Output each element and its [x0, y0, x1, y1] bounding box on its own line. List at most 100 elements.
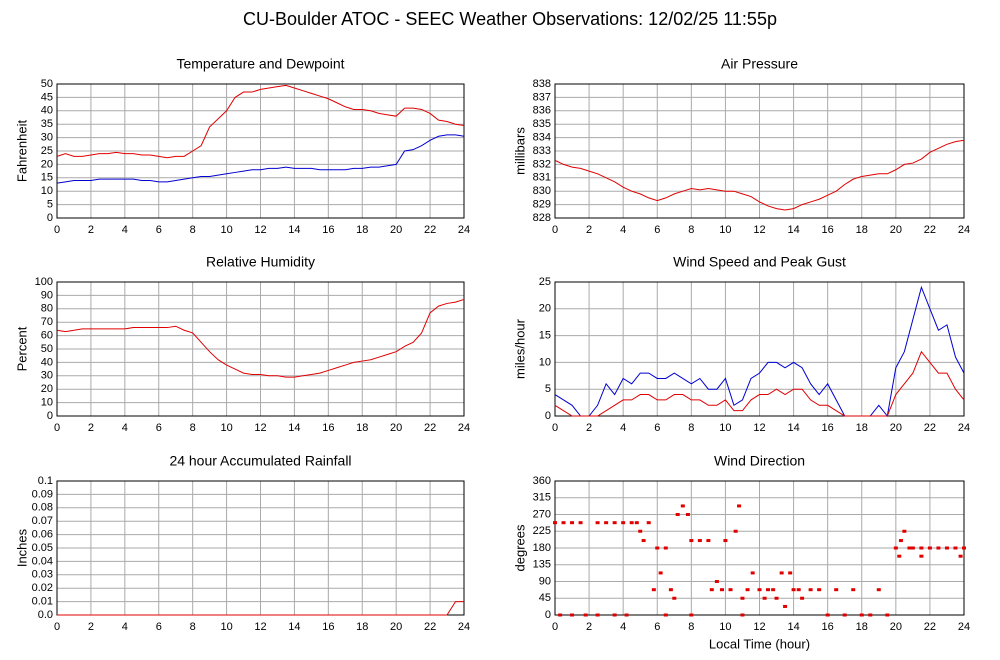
y-tick-label: 0.07 [32, 515, 53, 527]
y-tick-label: 90 [539, 575, 551, 587]
x-tick-label: 8 [688, 422, 694, 434]
y-tick-label: 5 [545, 383, 551, 395]
data-point [757, 588, 762, 592]
y-tick-label: 50 [41, 78, 53, 90]
data-point [919, 554, 924, 558]
x-tick-label: 12 [753, 422, 765, 434]
y-tick-label: 40 [41, 105, 53, 117]
y-tick-label: 831 [533, 172, 551, 184]
y-tick-label: 20 [41, 158, 53, 170]
x-tick-label: 24 [458, 422, 470, 434]
data-point [791, 588, 796, 592]
x-tick-label: 24 [458, 621, 470, 633]
y-tick-label: 20 [539, 303, 551, 315]
x-tick-label: 14 [787, 422, 799, 434]
x-tick-label: 10 [719, 422, 731, 434]
data-point [689, 539, 694, 543]
y-tick-label: 30 [41, 132, 53, 144]
x-tick-label: 12 [254, 621, 266, 633]
x-tick-label: 16 [822, 422, 834, 434]
data-point [902, 529, 907, 533]
x-tick-label: 22 [424, 621, 436, 633]
chart-title: Wind Speed and Peak Gust [673, 254, 846, 270]
x-tick-label: 0 [552, 621, 558, 633]
x-tick-label: 4 [620, 621, 626, 633]
data-point [962, 546, 966, 550]
x-tick-label: 8 [190, 422, 196, 434]
y-tick-label: 835 [533, 118, 551, 130]
y-tick-label: 0.01 [32, 596, 53, 608]
data-point [728, 588, 733, 592]
y-tick-label: 15 [539, 330, 551, 342]
y-tick-label: 45 [41, 91, 53, 103]
y-tick-label: 180 [533, 542, 551, 554]
y-tick-label: 20 [41, 383, 53, 395]
data-point [762, 596, 767, 600]
x-tick-label: 22 [424, 422, 436, 434]
data-point [570, 521, 575, 525]
x-tick-label: 24 [958, 422, 970, 434]
y-tick-label: 25 [41, 145, 53, 157]
data-point [737, 504, 742, 508]
data-point [834, 588, 839, 592]
x-tick-label: 8 [688, 224, 694, 236]
data-point [672, 596, 677, 600]
x-tick-label: 2 [586, 621, 592, 633]
data-line [56, 84, 465, 159]
data-point [646, 521, 651, 525]
data-point [689, 613, 694, 617]
y-tick-label: 834 [533, 132, 551, 144]
data-point [745, 588, 750, 592]
y-tick-label: 30 [41, 370, 53, 382]
x-tick-label: 6 [654, 621, 660, 633]
data-point [720, 588, 725, 592]
plot-frame [56, 83, 465, 219]
y-tick-label: 0.04 [32, 555, 53, 567]
x-tick-label: 14 [288, 621, 300, 633]
data-point [697, 539, 702, 543]
x-tick-label: 20 [390, 422, 402, 434]
y-tick-label: 830 [533, 185, 551, 197]
x-tick-label: 24 [958, 621, 970, 633]
x-tick-label: 12 [753, 621, 765, 633]
y-tick-label: 225 [533, 525, 551, 537]
y-tick-label: 833 [533, 145, 551, 157]
data-point [898, 539, 903, 543]
data-point [680, 504, 685, 508]
data-point [709, 588, 714, 592]
chart-title: 24 hour Accumulated Rainfall [169, 453, 351, 469]
x-tick-label: 0 [552, 422, 558, 434]
data-point [910, 546, 915, 550]
x-tick-label: 6 [654, 224, 660, 236]
data-point [766, 588, 771, 592]
x-tick-label: 6 [156, 422, 162, 434]
x-tick-label: 14 [288, 224, 300, 236]
x-tick-label: 18 [356, 422, 368, 434]
x-tick-label: 10 [220, 621, 232, 633]
data-point [953, 546, 958, 550]
y-tick-label: 836 [533, 105, 551, 117]
chart-title: Temperature and Dewpoint [176, 56, 344, 72]
y-tick-label: 837 [533, 91, 551, 103]
data-line [57, 601, 464, 616]
y-axis-label: millibars [512, 127, 527, 175]
y-tick-label: 0.05 [32, 542, 53, 554]
data-point [658, 571, 663, 575]
x-tick-label: 2 [586, 422, 592, 434]
x-tick-label: 22 [924, 621, 936, 633]
y-tick-label: 0.03 [32, 569, 53, 581]
x-tick-label: 2 [88, 621, 94, 633]
y-tick-label: 35 [41, 118, 53, 130]
data-point [733, 529, 738, 533]
y-tick-label: 60 [41, 330, 53, 342]
data-line [56, 134, 465, 184]
y-tick-label: 5 [47, 199, 53, 211]
y-tick-label: 0 [545, 410, 551, 422]
data-point [885, 613, 890, 617]
x-tick-label: 24 [458, 224, 470, 236]
chart-title: Relative Humidity [206, 254, 315, 270]
data-point [788, 571, 793, 575]
x-tick-label: 16 [322, 224, 334, 236]
data-point [893, 546, 898, 550]
data-point [621, 521, 626, 525]
